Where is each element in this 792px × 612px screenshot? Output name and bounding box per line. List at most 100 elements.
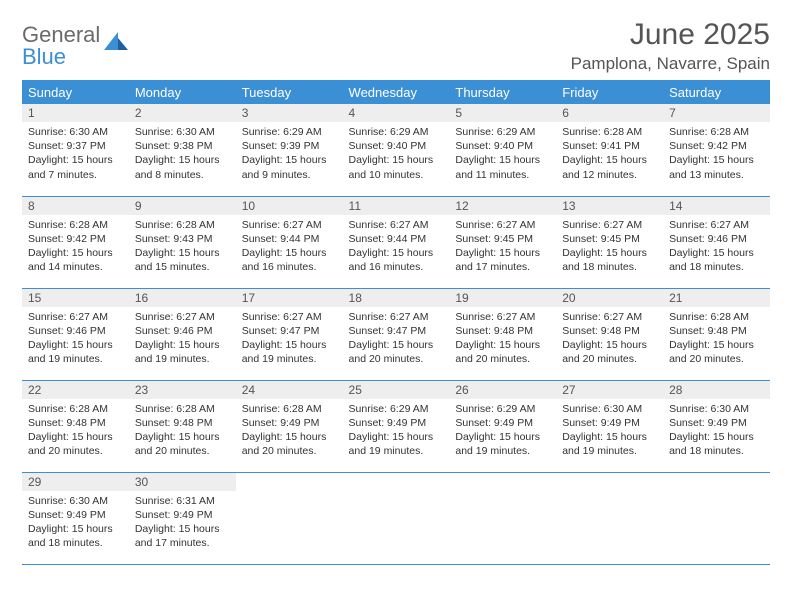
day-number: 19	[449, 289, 556, 307]
calendar-day-cell	[343, 472, 450, 564]
brand-line2: Blue	[22, 44, 66, 69]
calendar-day-cell: 5Sunrise: 6:29 AMSunset: 9:40 PMDaylight…	[449, 104, 556, 196]
calendar-day-cell: 20Sunrise: 6:27 AMSunset: 9:48 PMDayligh…	[556, 288, 663, 380]
day-number: 25	[343, 381, 450, 399]
daylight-line: Daylight: 15 hours and 18 minutes.	[669, 430, 764, 458]
daylight-line: Daylight: 15 hours and 20 minutes.	[242, 430, 337, 458]
daylight-line: Daylight: 15 hours and 9 minutes.	[242, 153, 337, 181]
weekday-header: Wednesday	[343, 81, 450, 105]
sunset-line: Sunset: 9:37 PM	[28, 139, 123, 153]
daylight-line: Daylight: 15 hours and 20 minutes.	[562, 338, 657, 366]
sunset-line: Sunset: 9:42 PM	[669, 139, 764, 153]
day-details: Sunrise: 6:28 AMSunset: 9:48 PMDaylight:…	[663, 307, 770, 373]
sunrise-line: Sunrise: 6:29 AM	[455, 402, 550, 416]
day-details: Sunrise: 6:29 AMSunset: 9:49 PMDaylight:…	[343, 399, 450, 465]
day-number: 22	[22, 381, 129, 399]
calendar-day-cell: 18 Sunrise: 6:27 AMSunset: 9:47 PMDayligh…	[343, 288, 450, 380]
sunset-line: Sunset: 9:49 PM	[349, 416, 444, 430]
day-details: Sunrise: 6:28 AMSunset: 9:41 PMDaylight:…	[556, 122, 663, 188]
calendar-body: 1Sunrise: 6:30 AMSunset: 9:37 PMDaylight…	[22, 104, 770, 564]
sunset-line: Sunset: 9:41 PM	[562, 139, 657, 153]
title-block: June 2025 Pamplona, Navarre, Spain	[571, 18, 770, 74]
sunset-line: Sunset: 9:46 PM	[669, 232, 764, 246]
sunset-line: Sunset: 9:48 PM	[562, 324, 657, 338]
sunset-line: Sunset: 9:40 PM	[455, 139, 550, 153]
brand-mark-icon	[104, 32, 130, 59]
daylight-line: Daylight: 15 hours and 15 minutes.	[135, 246, 230, 274]
day-number: 13	[556, 197, 663, 215]
calendar-week-row: 29Sunrise: 6:30 AMSunset: 9:49 PMDayligh…	[22, 472, 770, 564]
sunset-line: Sunset: 9:39 PM	[242, 139, 337, 153]
calendar-day-cell: 8Sunrise: 6:28 AMSunset: 9:42 PMDaylight…	[22, 196, 129, 288]
daylight-line: Daylight: 15 hours and 20 minutes.	[349, 338, 444, 366]
sunrise-line: Sunrise: 6:27 AM	[349, 218, 444, 232]
calendar-day-cell: 10Sunrise: 6:27 AMSunset: 9:44 PMDayligh…	[236, 196, 343, 288]
day-number: 18	[343, 289, 450, 307]
day-details: Sunrise: 6:30 AMSunset: 9:49 PMDaylight:…	[22, 491, 129, 557]
sunset-line: Sunset: 9:49 PM	[562, 416, 657, 430]
sunset-line: Sunset: 9:43 PM	[135, 232, 230, 246]
sunrise-line: Sunrise: 6:27 AM	[349, 310, 444, 324]
daylight-line: Daylight: 15 hours and 13 minutes.	[669, 153, 764, 181]
calendar-day-cell: 28Sunrise: 6:30 AMSunset: 9:49 PMDayligh…	[663, 380, 770, 472]
day-details: Sunrise: 6:27 AMSunset: 9:44 PMDaylight:…	[343, 215, 450, 281]
calendar-table: SundayMondayTuesdayWednesdayThursdayFrid…	[22, 80, 770, 565]
weekday-header-row: SundayMondayTuesdayWednesdayThursdayFrid…	[22, 81, 770, 105]
sunrise-line: Sunrise: 6:28 AM	[28, 402, 123, 416]
day-details: Sunrise: 6:28 AMSunset: 9:42 PMDaylight:…	[22, 215, 129, 281]
day-details: Sunrise: 6:27 AMSunset: 9:45 PMDaylight:…	[556, 215, 663, 281]
day-number: 20	[556, 289, 663, 307]
day-details: Sunrise: 6:30 AMSunset: 9:37 PMDaylight:…	[22, 122, 129, 188]
calendar-week-row: 15Sunrise: 6:27 AMSunset: 9:46 PMDayligh…	[22, 288, 770, 380]
sunrise-line: Sunrise: 6:27 AM	[562, 310, 657, 324]
daylight-line: Daylight: 15 hours and 17 minutes.	[455, 246, 550, 274]
sunset-line: Sunset: 9:49 PM	[135, 508, 230, 522]
day-number: 11	[343, 197, 450, 215]
sunset-line: Sunset: 9:49 PM	[242, 416, 337, 430]
calendar-day-cell: 24Sunrise: 6:28 AMSunset: 9:49 PMDayligh…	[236, 380, 343, 472]
sunrise-line: Sunrise: 6:30 AM	[28, 125, 123, 139]
sunrise-line: Sunrise: 6:27 AM	[562, 218, 657, 232]
calendar-day-cell: 19Sunrise: 6:27 AMSunset: 9:48 PMDayligh…	[449, 288, 556, 380]
day-number: 17	[236, 289, 343, 307]
sunrise-line: Sunrise: 6:30 AM	[669, 402, 764, 416]
sunset-line: Sunset: 9:48 PM	[28, 416, 123, 430]
weekday-header: Friday	[556, 81, 663, 105]
daylight-line: Daylight: 15 hours and 19 minutes.	[562, 430, 657, 458]
sunset-line: Sunset: 9:46 PM	[28, 324, 123, 338]
day-number: 23	[129, 381, 236, 399]
sunrise-line: Sunrise: 6:30 AM	[135, 125, 230, 139]
day-details: Sunrise: 6:27 AMSunset: 9:48 PMDaylight:…	[556, 307, 663, 373]
sunrise-line: Sunrise: 6:29 AM	[349, 125, 444, 139]
sunrise-line: Sunrise: 6:27 AM	[455, 218, 550, 232]
day-number: 26	[449, 381, 556, 399]
sunrise-line: Sunrise: 6:27 AM	[28, 310, 123, 324]
calendar-day-cell: 21Sunrise: 6:28 AMSunset: 9:48 PMDayligh…	[663, 288, 770, 380]
daylight-line: Daylight: 15 hours and 20 minutes.	[135, 430, 230, 458]
month-title: June 2025	[571, 18, 770, 52]
day-details: Sunrise: 6:29 AMSunset: 9:39 PMDaylight:…	[236, 122, 343, 188]
day-details: Sunrise: 6:30 AMSunset: 9:49 PMDaylight:…	[556, 399, 663, 465]
sunset-line: Sunset: 9:48 PM	[135, 416, 230, 430]
sunset-line: Sunset: 9:38 PM	[135, 139, 230, 153]
calendar-day-cell: 7Sunrise: 6:28 AMSunset: 9:42 PMDaylight…	[663, 104, 770, 196]
sunset-line: Sunset: 9:47 PM	[349, 324, 444, 338]
day-details: Sunrise: 6:29 AMSunset: 9:40 PMDaylight:…	[449, 122, 556, 188]
calendar-day-cell: 15 Sunrise: 6:27 AMSunset: 9:46 PMDayligh…	[22, 288, 129, 380]
calendar-day-cell: 14Sunrise: 6:27 AMSunset: 9:46 PMDayligh…	[663, 196, 770, 288]
sunrise-line: Sunrise: 6:27 AM	[242, 310, 337, 324]
day-details: Sunrise: 6:28 AMSunset: 9:42 PMDaylight:…	[663, 122, 770, 188]
daylight-line: Daylight: 15 hours and 19 minutes.	[135, 338, 230, 366]
daylight-line: Daylight: 15 hours and 19 minutes.	[28, 338, 123, 366]
sunset-line: Sunset: 9:47 PM	[242, 324, 337, 338]
day-details: Sunrise: 6:29 AMSunset: 9:40 PMDaylight:…	[343, 122, 450, 188]
calendar-day-cell: 17Sunrise: 6:27 AMSunset: 9:47 PMDayligh…	[236, 288, 343, 380]
day-details: Sunrise: 6:27 AMSunset: 9:47 PMDaylight:…	[236, 307, 343, 373]
daylight-line: Daylight: 15 hours and 18 minutes.	[28, 522, 123, 550]
sunrise-line: Sunrise: 6:29 AM	[455, 125, 550, 139]
day-details: Sunrise: 6:27 AMSunset: 9:44 PMDaylight:…	[236, 215, 343, 281]
day-number: 15	[22, 289, 129, 307]
day-details: Sunrise: 6:29 AMSunset: 9:49 PMDaylight:…	[449, 399, 556, 465]
daylight-line: Daylight: 15 hours and 7 minutes.	[28, 153, 123, 181]
sunrise-line: Sunrise: 6:30 AM	[28, 494, 123, 508]
